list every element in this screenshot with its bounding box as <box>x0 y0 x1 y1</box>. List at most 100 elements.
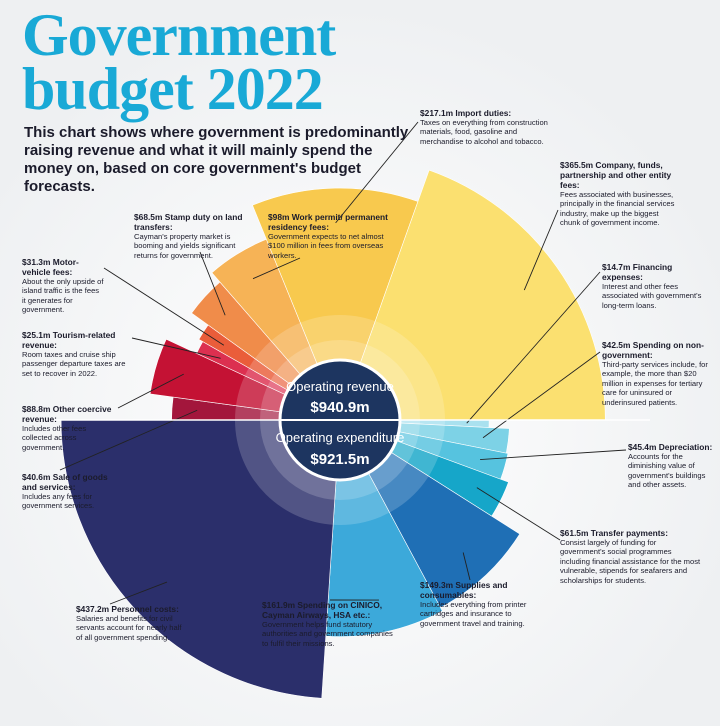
item-amount: $68.5m <box>134 212 163 222</box>
wedge <box>60 419 341 699</box>
leader-line <box>462 552 471 581</box>
leader-line <box>131 337 221 359</box>
item-label: $365.5m Company, funds, partnership and … <box>560 160 678 228</box>
center-text: Operating revenue <box>286 379 394 394</box>
item-description: Government expects to net almost $100 mi… <box>268 232 384 260</box>
item-amount: $45.4m <box>628 442 657 452</box>
item-label: $98m Work permit/ permanent residency fe… <box>268 212 400 260</box>
item-amount: $42.5m <box>602 340 631 350</box>
item-name: Import duties: <box>455 108 512 118</box>
item-name: Transfer payments: <box>590 528 668 538</box>
intro: This chart shows where government is pre… <box>24 124 409 195</box>
item-heading: $437.2m Personnel costs: <box>76 604 186 614</box>
leader-line <box>109 581 168 605</box>
item-heading: $31.3m Motor-vehicle fees: <box>22 257 104 277</box>
item-label: $25.1m Tourism-related revenue: Room taxe… <box>22 330 132 378</box>
leader-lines <box>59 121 627 605</box>
item-label: $161.9m Spending on CINICO, Cayman Airwa… <box>262 600 394 648</box>
item-description: Cayman's property market is booming and … <box>134 232 236 260</box>
item-heading: $40.6m Sale of goods and services: <box>22 472 122 492</box>
item-label: $149.3m Supplies and consumables: Include… <box>420 580 552 628</box>
item-amount: $217.1m <box>420 108 454 118</box>
item-amount: $365.5m <box>560 160 594 170</box>
title-line: Government <box>22 2 336 68</box>
item-name: Spending on non-government: <box>602 340 704 360</box>
leader-line <box>480 449 627 460</box>
item-heading: $88.8m Other coercive revenue: <box>22 404 117 424</box>
item-heading: $161.9m Spending on CINICO, Cayman Airwa… <box>262 600 394 620</box>
item-label: $88.8m Other coercive revenue: Includes o… <box>22 404 117 452</box>
item-heading: $68.5m Stamp duty on land transfers: <box>134 212 260 232</box>
item-name: Financing expenses: <box>602 262 673 282</box>
item-name: Sale of goods and services: <box>22 472 108 492</box>
item-label: $217.1m Import duties: Taxes on everythin… <box>420 108 562 146</box>
item-amount: $40.6m <box>22 472 51 482</box>
item-label: $45.4m Depreciation: Accounts for the dim… <box>628 442 714 490</box>
item-amount: $149.3m <box>420 580 454 590</box>
item-description: Includes other fees collected across gov… <box>22 424 87 452</box>
item-amount: $61.5m <box>560 528 589 538</box>
item-name: Stamp duty on land transfers: <box>134 212 243 232</box>
item-description: Fees associated with businesses, princip… <box>560 190 675 228</box>
center-text: Operating expenditure <box>276 430 405 445</box>
item-heading: $25.1m Tourism-related revenue: <box>22 330 132 350</box>
item-amount: $437.2m <box>76 604 110 614</box>
item-heading: $42.5m Spending on non-government: <box>602 340 712 360</box>
leader-line <box>482 351 601 439</box>
item-description: Salaries and benefits for civil servants… <box>76 614 182 642</box>
item-amount: $31.3m <box>22 257 51 267</box>
item-description: Includes everything from printer cartrid… <box>420 600 527 628</box>
item-amount: $161.9m <box>262 600 296 610</box>
item-description: Government helps fund statutory authorit… <box>262 620 393 648</box>
item-label: $42.5m Spending on non-government: Third-… <box>602 340 712 407</box>
item-name: Other coercive revenue: <box>22 404 112 424</box>
item-label: $437.2m Personnel costs: Salaries and ben… <box>76 604 186 642</box>
leader-line <box>476 487 561 541</box>
item-name: Tourism-related revenue: <box>22 330 116 350</box>
item-heading: $217.1m Import duties: <box>420 108 562 118</box>
item-label: $14.7m Financing expenses: Interest and o… <box>602 262 710 310</box>
item-name: Spending on CINICO, Cayman Airways, HSA … <box>262 600 383 620</box>
item-description: Room taxes and cruise ship passenger dep… <box>22 350 126 378</box>
item-amount: $88.8m <box>22 404 51 414</box>
item-heading: $149.3m Supplies and consumables: <box>420 580 552 600</box>
item-name: Work permit/ permanent residency fees: <box>268 212 388 232</box>
item-name: Personnel costs: <box>111 604 179 614</box>
center-text: $921.5m <box>310 451 369 468</box>
item-name: Company, funds, partnership and other en… <box>560 160 672 190</box>
item-amount: $25.1m <box>22 330 51 340</box>
wedge <box>252 187 419 421</box>
item-heading: $61.5m Transfer payments: <box>560 528 702 538</box>
item-description: About the only upside of island traffic … <box>22 277 104 315</box>
item-description: Includes any fees for government service… <box>22 492 95 511</box>
title-line: budget 2022 <box>22 56 324 122</box>
item-name: Motor-vehicle fees: <box>22 257 79 277</box>
leader-line <box>252 257 301 280</box>
item-label: $40.6m Sale of goods and services: Includ… <box>22 472 122 511</box>
item-heading: $98m Work permit/ permanent residency fe… <box>268 212 400 232</box>
item-name: Supplies and consumables: <box>420 580 508 600</box>
item-label: $31.3m Motor-vehicle fees: About the only… <box>22 257 104 315</box>
wedge <box>339 169 606 421</box>
item-description: Third-party services include, for exampl… <box>602 360 708 407</box>
item-description: Accounts for the diminishing value of go… <box>628 452 706 490</box>
leader-line <box>335 121 419 224</box>
leader-line <box>466 271 601 424</box>
wedge <box>339 419 521 609</box>
item-description: Interest and other fees associated with … <box>602 282 702 310</box>
item-description: Taxes on everything from construction ma… <box>420 118 548 146</box>
leader-line <box>117 373 184 409</box>
item-description: Consist largely of funding for governmen… <box>560 538 701 585</box>
item-amount: $98m <box>268 212 290 222</box>
item-label: $68.5m Stamp duty on land transfers: Caym… <box>134 212 260 260</box>
item-heading: $14.7m Financing expenses: <box>602 262 710 282</box>
leader-line <box>103 267 225 346</box>
item-amount: $14.7m <box>602 262 631 272</box>
leader-line <box>199 251 226 316</box>
item-heading: $365.5m Company, funds, partnership and … <box>560 160 678 190</box>
item-label: $61.5m Transfer payments: Consist largely… <box>560 528 702 585</box>
title: Government budget 2022 <box>22 2 336 122</box>
item-heading: $45.4m Depreciation: <box>628 442 714 452</box>
